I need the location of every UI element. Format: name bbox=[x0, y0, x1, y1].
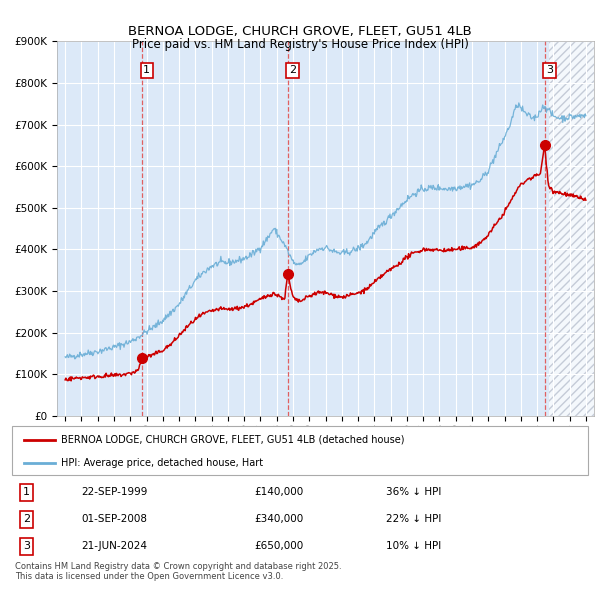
Text: 1: 1 bbox=[143, 65, 151, 76]
Text: 22-SEP-1999: 22-SEP-1999 bbox=[81, 487, 148, 497]
Text: Price paid vs. HM Land Registry's House Price Index (HPI): Price paid vs. HM Land Registry's House … bbox=[131, 38, 469, 51]
Text: 10% ↓ HPI: 10% ↓ HPI bbox=[386, 542, 442, 552]
Text: £650,000: £650,000 bbox=[254, 542, 303, 552]
Text: 2: 2 bbox=[23, 514, 30, 525]
Text: HPI: Average price, detached house, Hart: HPI: Average price, detached house, Hart bbox=[61, 458, 263, 468]
Text: BERNOA LODGE, CHURCH GROVE, FLEET, GU51 4LB: BERNOA LODGE, CHURCH GROVE, FLEET, GU51 … bbox=[128, 25, 472, 38]
Text: Contains HM Land Registry data © Crown copyright and database right 2025.
This d: Contains HM Land Registry data © Crown c… bbox=[15, 562, 341, 581]
Text: 01-SEP-2008: 01-SEP-2008 bbox=[81, 514, 147, 525]
Text: 2: 2 bbox=[289, 65, 296, 76]
Text: £140,000: £140,000 bbox=[254, 487, 303, 497]
Text: 3: 3 bbox=[23, 542, 30, 552]
Text: 22% ↓ HPI: 22% ↓ HPI bbox=[386, 514, 442, 525]
Text: £340,000: £340,000 bbox=[254, 514, 303, 525]
Text: 21-JUN-2024: 21-JUN-2024 bbox=[81, 542, 147, 552]
Bar bbox=[142, 41, 287, 416]
Text: 1: 1 bbox=[23, 487, 30, 497]
Text: 36% ↓ HPI: 36% ↓ HPI bbox=[386, 487, 442, 497]
Text: BERNOA LODGE, CHURCH GROVE, FLEET, GU51 4LB (detached house): BERNOA LODGE, CHURCH GROVE, FLEET, GU51 … bbox=[61, 435, 404, 445]
Text: 3: 3 bbox=[546, 65, 553, 76]
FancyBboxPatch shape bbox=[12, 426, 588, 475]
